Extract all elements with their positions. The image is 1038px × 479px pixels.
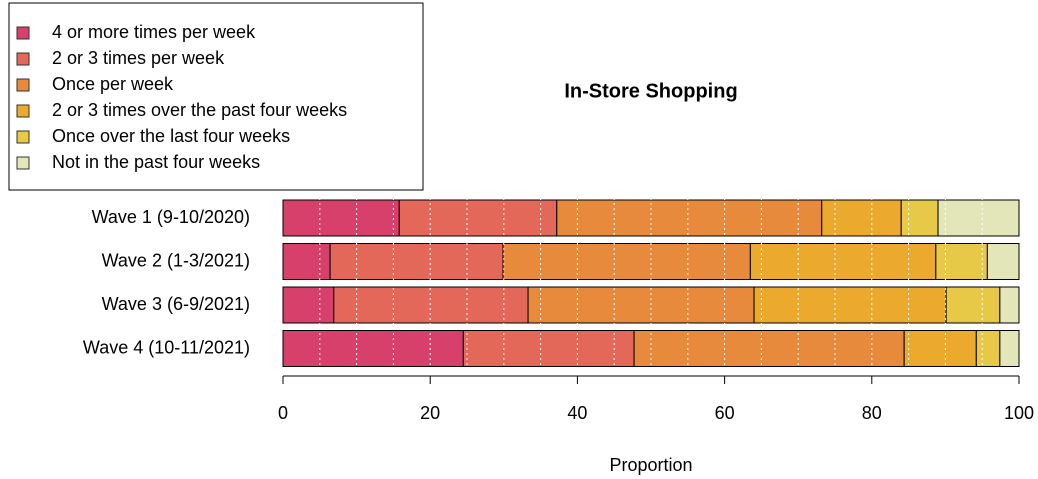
bar-segment	[945, 286, 1001, 324]
legend-swatch	[16, 78, 30, 92]
legend-label: Once over the last four weeks	[52, 126, 290, 146]
legend-swatch	[16, 52, 30, 66]
legend-swatch	[16, 156, 30, 170]
bar-segment	[821, 199, 902, 237]
bar-segment	[749, 243, 937, 280]
bar-segment	[937, 199, 1020, 237]
bar-segment	[329, 243, 504, 280]
bar-segment	[935, 243, 988, 280]
bar-segment	[527, 286, 755, 324]
bar-segment	[462, 330, 635, 367]
bar-segment	[975, 330, 1001, 367]
bar-segment	[999, 286, 1020, 324]
legend-box	[8, 2, 424, 191]
bar-segment	[282, 330, 464, 367]
x-tick-label: 100	[1004, 403, 1034, 423]
bar-segment	[556, 199, 823, 237]
x-tick-label: 60	[715, 403, 735, 423]
bar-segment	[753, 286, 947, 324]
bar-segment	[502, 243, 751, 280]
x-tick-label: 40	[567, 403, 587, 423]
legend-swatch	[16, 26, 30, 40]
x-axis-label: Proportion	[609, 455, 692, 475]
x-tick-label: 80	[862, 403, 882, 423]
bar-segment	[903, 330, 977, 367]
legend-label: 4 or more times per week	[52, 22, 256, 42]
x-tick-label: 0	[278, 403, 288, 423]
legend-label: Not in the past four weeks	[52, 152, 260, 172]
x-tick-label: 20	[420, 403, 440, 423]
bar-segment	[282, 199, 400, 237]
bar-segment	[333, 286, 529, 324]
bar-segment	[999, 330, 1020, 367]
legend-swatch	[16, 104, 30, 118]
legend-swatch	[16, 130, 30, 144]
y-tick-label: Wave 3 (6-9/2021)	[102, 294, 250, 314]
y-tick-label: Wave 1 (9-10/2020)	[92, 207, 250, 227]
bar-segment	[986, 243, 1020, 280]
bar-segment	[282, 243, 331, 280]
bar-segment	[282, 286, 335, 324]
chart-title: In-Store Shopping	[564, 80, 737, 102]
legend-label: 2 or 3 times over the past four weeks	[52, 100, 347, 120]
y-tick-label: Wave 4 (10-11/2021)	[83, 337, 250, 357]
bar-segment	[633, 330, 905, 367]
legend-label: Once per week	[52, 74, 174, 94]
y-tick-label: Wave 2 (1-3/2021)	[102, 250, 250, 270]
bar-segment	[398, 199, 558, 237]
legend-label: 2 or 3 times per week	[52, 48, 225, 68]
bar-segment	[900, 199, 939, 237]
